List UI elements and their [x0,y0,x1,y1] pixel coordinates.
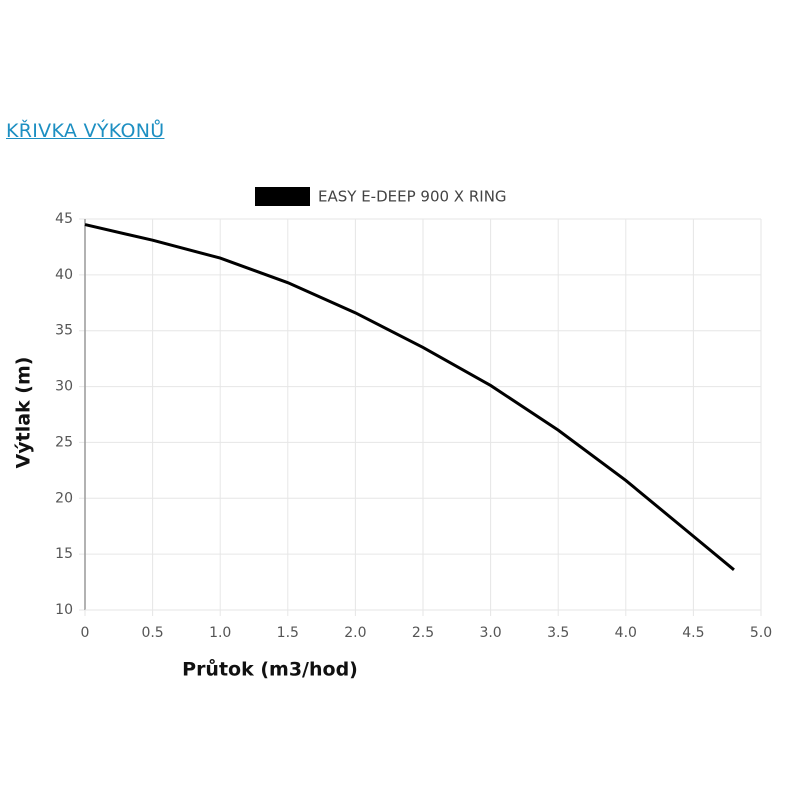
y-tick-label: 10 [55,602,73,618]
x-tick-label: 0 [81,625,90,641]
x-tick-label: 2.0 [344,625,366,641]
x-tick-label: 3.0 [479,625,501,641]
legend-swatch [255,187,310,206]
data-line [84,223,735,571]
y-axis-label: Výtlak (m) [13,357,35,469]
x-tick-label: 3.5 [547,625,569,641]
x-tick-label: 4.0 [615,625,637,641]
x-tick-label: 0.5 [141,625,163,641]
x-tick-label: 4.5 [682,625,704,641]
y-tick-label: 40 [55,267,73,283]
y-tick-label: 15 [55,546,73,562]
legend-label: EASY E-DEEP 900 X RING [318,188,507,206]
y-tick-label: 45 [55,211,73,227]
y-tick-label: 25 [55,434,73,450]
heading-link[interactable]: KŘIVKA VÝKONŮ [6,120,165,142]
y-tick-label: 20 [55,490,73,506]
x-tick-label: 2.5 [412,625,434,641]
x-tick-label: 1.5 [277,625,299,641]
x-tick-label: 5.0 [750,625,772,641]
x-tick-label: 1.0 [209,625,231,641]
x-axis-label: Průtok (m3/hod) [182,658,358,681]
y-tick-label: 35 [55,323,73,339]
y-tick-label: 30 [55,379,73,395]
